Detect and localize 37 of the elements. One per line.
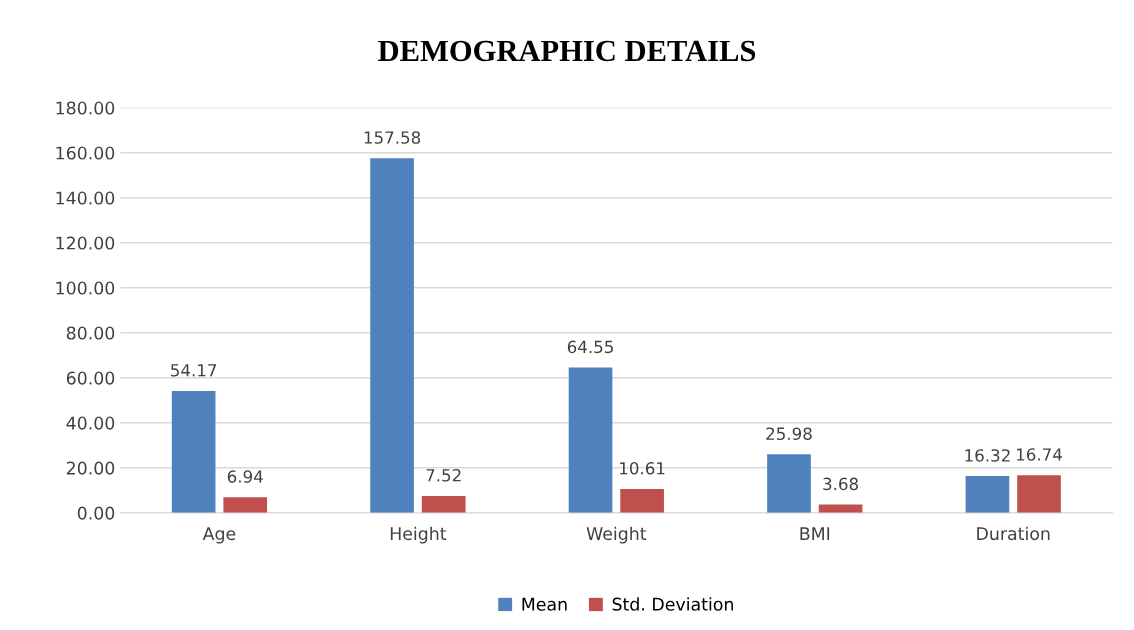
bar [223, 497, 268, 513]
y-tick-label: 160.00 [56, 146, 115, 160]
data-label: 6.94 [227, 470, 263, 483]
data-label: 25.98 [766, 427, 812, 441]
y-tick-label: 120.00 [56, 236, 115, 250]
x-tick-label: Weight [586, 526, 647, 544]
y-tick-label: 20.00 [66, 461, 115, 475]
y-tick-label: 0.00 [77, 506, 115, 520]
y-tick-label: 140.00 [56, 191, 115, 205]
bar [171, 390, 216, 513]
y-tick-label: 180.00 [56, 101, 115, 115]
data-label: 16.74 [1017, 448, 1062, 461]
bar [370, 158, 414, 513]
x-tick-label: Duration [977, 526, 1050, 541]
y-tick-label: 60.00 [66, 371, 115, 385]
data-label: 54.17 [171, 364, 217, 377]
y-tick-label: 100.00 [56, 281, 115, 295]
y-tick-label: 80.00 [66, 326, 115, 340]
data-label: 3.68 [823, 477, 858, 491]
legend-label: Mean [522, 597, 567, 611]
data-label: 7.52 [426, 468, 461, 482]
bar [620, 488, 664, 513]
x-tick-label: Height [390, 526, 447, 544]
x-tick-label: Age [202, 527, 236, 544]
legend-label: Std. Deviation [612, 597, 733, 611]
data-label: 64.55 [567, 340, 613, 354]
bar [767, 454, 811, 513]
chart-title: DEMOGRAPHIC DETAILS [378, 40, 756, 62]
x-tick-label: BMI [800, 527, 830, 540]
bar [568, 367, 613, 513]
data-label: 157.58 [364, 131, 421, 144]
bar [1017, 475, 1061, 513]
data-label: 10.61 [620, 462, 665, 475]
bar [421, 495, 466, 513]
y-tick-label: 40.00 [66, 416, 115, 430]
bar [965, 476, 1010, 513]
data-label: 16.32 [965, 449, 1010, 462]
